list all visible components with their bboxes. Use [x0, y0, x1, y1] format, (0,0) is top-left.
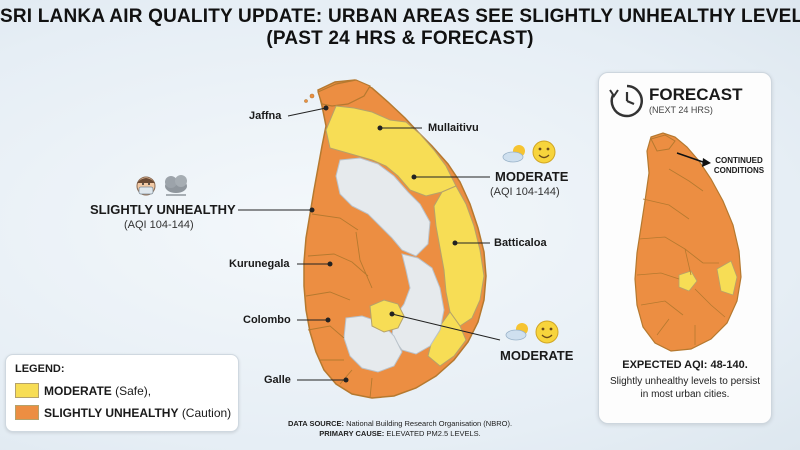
- city-label-jaffna: Jaffna: [249, 110, 282, 122]
- legend-item-moderate: MODERATE (Safe),: [15, 383, 151, 398]
- city-label-galle: Galle: [264, 374, 291, 386]
- footer-cause-label: PRIMARY CAUSE:: [319, 429, 385, 438]
- status-slightly-unhealthy-range: (AQI 104-144): [124, 219, 194, 231]
- title-line-2: (PAST 24 HRS & FORECAST): [266, 28, 534, 49]
- region-north-central-low: [335, 157, 431, 257]
- forecast-title: FORECAST: [649, 85, 743, 104]
- status-moderate-east-range: (AQI 104-144): [490, 186, 560, 198]
- legend-swatch-unhealthy: [15, 405, 39, 420]
- clock-icon: [609, 84, 643, 118]
- legend-item-unhealthy: SLIGHTLY UNHEALTHY (Caution): [15, 405, 231, 420]
- footer-source-label: DATA SOURCE:: [287, 419, 345, 428]
- forecast-note: Slightly unhealthy levels to persist in …: [609, 376, 761, 400]
- city-label-mullaitivu: Mullaitivu: [428, 122, 479, 134]
- smiley-icon-bottom: [535, 320, 559, 344]
- city-label-colombo: Colombo: [243, 314, 291, 326]
- footer-cause: ELEVATED PM2.5 LEVELS.: [386, 429, 481, 438]
- legend-title: LEGEND:: [15, 363, 65, 375]
- sun-cloud-icon-bottom: [505, 323, 528, 341]
- title-line-1: SRI LANKA AIR QUALITY UPDATE: URBAN AREA…: [0, 6, 800, 27]
- region-northeast-moderate: [325, 105, 457, 197]
- forecast-map: [634, 132, 742, 352]
- jaffna-peninsula: [317, 79, 371, 107]
- forecast-callout: CONTINUED CONDITIONS: [713, 156, 765, 175]
- city-label-kurunegala: Kurunegala: [229, 258, 290, 270]
- district-borders: [305, 213, 373, 399]
- footer-source: National Building Research Organisation …: [346, 419, 513, 428]
- smog-cloud-icon: [165, 175, 187, 196]
- forecast-panel: FORECAST (NEXT 24 HRS) CONTINUED CONDITI…: [598, 72, 772, 424]
- region-central-low: [391, 253, 445, 355]
- region-east-moderate: [433, 185, 485, 327]
- legend-note-moderate: (Safe),: [115, 383, 152, 398]
- status-moderate-south: MODERATE: [500, 348, 574, 363]
- legend-note-unhealthy: (Caution): [181, 405, 232, 420]
- city-label-batticaloa: Batticaloa: [494, 237, 547, 249]
- forecast-expected-aqi: EXPECTED AQI: 48-140.: [622, 359, 748, 371]
- status-moderate-east: MODERATE: [495, 169, 569, 184]
- forecast-subtitle: (NEXT 24 HRS): [649, 105, 713, 115]
- legend-label-moderate: MODERATE: [44, 383, 112, 398]
- masked-face-icon: [136, 176, 156, 196]
- sun-cloud-icon: [502, 145, 525, 163]
- smiley-icon: [532, 140, 556, 164]
- footer: DATA SOURCE: National Building Research …: [0, 419, 800, 439]
- legend-swatch-moderate: [15, 383, 39, 398]
- status-slightly-unhealthy: SLIGHTLY UNHEALTHY: [90, 202, 236, 217]
- legend-label-unhealthy: SLIGHTLY UNHEALTHY: [44, 405, 179, 420]
- page-title: SRI LANKA AIR QUALITY UPDATE: URBAN AREA…: [0, 6, 800, 50]
- legend: LEGEND: MODERATE (Safe), SLIGHTLY UNHEAL…: [5, 354, 239, 432]
- region-kandy-moderate: [369, 299, 405, 333]
- arrow-icon: [676, 152, 704, 163]
